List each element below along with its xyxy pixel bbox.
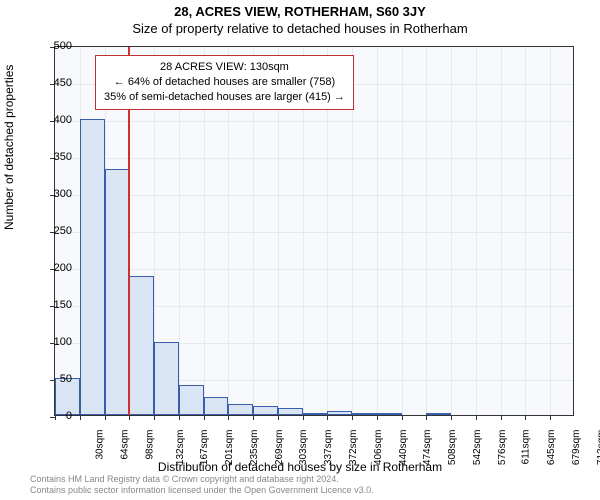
x-tick-mark [154, 415, 155, 420]
chart-container: 28 ACRES VIEW: 130sqm ← 64% of detached … [54, 46, 574, 416]
histogram-bar [204, 397, 229, 416]
x-tick-label: 542sqm [472, 430, 483, 466]
histogram-bar [253, 406, 278, 415]
annotation-line2: ← 64% of detached houses are smaller (75… [104, 75, 345, 90]
x-tick-mark [476, 415, 477, 420]
y-tick-label: 300 [32, 188, 72, 200]
y-tick-label: 450 [32, 77, 72, 89]
x-tick-label: 508sqm [447, 430, 458, 466]
x-tick-mark [303, 415, 304, 420]
footer-attribution: Contains HM Land Registry data © Crown c… [30, 474, 374, 496]
gridline-v [402, 47, 403, 415]
y-tick-label: 50 [32, 373, 72, 385]
gridline-v [550, 47, 551, 415]
x-tick-label: 201sqm [224, 430, 235, 466]
x-tick-label: 440sqm [398, 430, 409, 466]
histogram-bar [377, 413, 402, 415]
x-tick-label: 406sqm [373, 430, 384, 466]
x-tick-mark [253, 415, 254, 420]
gridline-h [55, 195, 573, 196]
x-tick-mark [327, 415, 328, 420]
y-tick-label: 400 [32, 114, 72, 126]
histogram-bar [352, 413, 377, 415]
x-tick-label: 64sqm [120, 430, 131, 460]
page-subtitle: Size of property relative to detached ho… [0, 19, 600, 36]
annotation-line3: 35% of semi-detached houses are larger (… [104, 90, 345, 105]
x-tick-mark [550, 415, 551, 420]
x-tick-label: 474sqm [422, 430, 433, 466]
x-tick-label: 98sqm [144, 430, 155, 460]
x-tick-mark [204, 415, 205, 420]
x-tick-label: 235sqm [249, 430, 260, 466]
x-tick-label: 372sqm [348, 430, 359, 466]
gridline-v [377, 47, 378, 415]
histogram-bar [426, 413, 451, 415]
x-tick-label: 337sqm [323, 430, 334, 466]
gridline-v [426, 47, 427, 415]
x-tick-mark [402, 415, 403, 420]
y-tick-label: 0 [32, 410, 72, 422]
x-tick-label: 713sqm [596, 430, 600, 466]
gridline-h [55, 232, 573, 233]
y-tick-label: 250 [32, 225, 72, 237]
histogram-bar [105, 169, 130, 415]
x-tick-label: 30sqm [95, 430, 106, 460]
x-tick-mark [525, 415, 526, 420]
histogram-bar [303, 413, 328, 415]
histogram-bar [154, 342, 179, 415]
x-tick-mark [179, 415, 180, 420]
gridline-h [55, 121, 573, 122]
x-tick-label: 269sqm [274, 430, 285, 466]
y-tick-label: 100 [32, 336, 72, 348]
gridline-h [55, 269, 573, 270]
x-tick-label: 679sqm [571, 430, 582, 466]
x-tick-mark [105, 415, 106, 420]
annotation-box: 28 ACRES VIEW: 130sqm ← 64% of detached … [95, 55, 354, 110]
x-tick-mark [278, 415, 279, 420]
plot-area: 28 ACRES VIEW: 130sqm ← 64% of detached … [54, 46, 574, 416]
gridline-v [476, 47, 477, 415]
x-tick-mark [228, 415, 229, 420]
x-tick-label: 303sqm [299, 430, 310, 466]
x-tick-mark [426, 415, 427, 420]
histogram-bar [228, 404, 253, 415]
x-tick-mark [352, 415, 353, 420]
y-axis-label: Number of detached properties [2, 65, 16, 230]
footer-line1: Contains HM Land Registry data © Crown c… [30, 474, 374, 485]
y-tick-label: 200 [32, 262, 72, 274]
gridline-v [451, 47, 452, 415]
gridline-h [55, 158, 573, 159]
x-tick-label: 645sqm [546, 430, 557, 466]
gridline-v [525, 47, 526, 415]
x-tick-mark [377, 415, 378, 420]
y-tick-label: 500 [32, 40, 72, 52]
x-tick-mark [80, 415, 81, 420]
y-tick-label: 350 [32, 151, 72, 163]
page-address-title: 28, ACRES VIEW, ROTHERHAM, S60 3JY [0, 0, 600, 19]
x-tick-mark [129, 415, 130, 420]
gridline-v [501, 47, 502, 415]
x-tick-label: 576sqm [497, 430, 508, 466]
x-tick-label: 132sqm [175, 430, 186, 466]
footer-line2: Contains public sector information licen… [30, 485, 374, 496]
histogram-bar [179, 385, 204, 415]
x-tick-mark [451, 415, 452, 420]
x-tick-label: 611sqm [521, 430, 532, 465]
histogram-bar [80, 119, 105, 415]
y-tick-label: 150 [32, 299, 72, 311]
histogram-bar [129, 276, 154, 415]
x-tick-label: 167sqm [200, 430, 211, 466]
x-tick-mark [501, 415, 502, 420]
histogram-bar [327, 411, 352, 415]
annotation-line1: 28 ACRES VIEW: 130sqm [104, 60, 345, 75]
histogram-bar [278, 408, 303, 415]
